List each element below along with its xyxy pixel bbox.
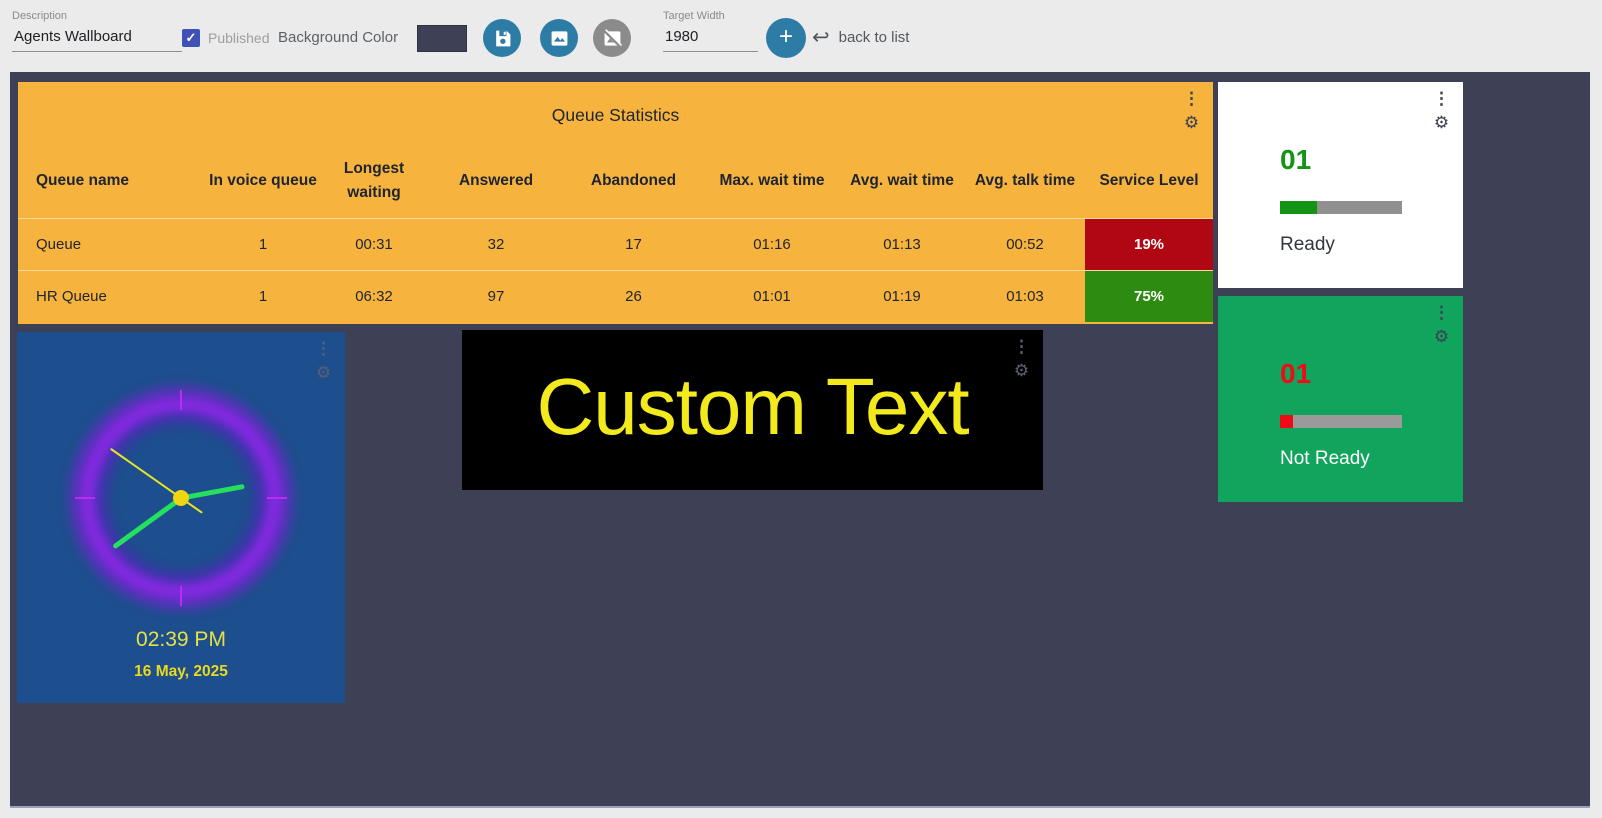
column-header: Longest waiting [343,159,405,201]
column-header: Abandoned [590,171,677,189]
published-checkbox[interactable]: ✓ Published [182,29,270,47]
cell: 01:03 [1006,288,1044,305]
ready-label: Ready [1280,234,1335,255]
not-ready-bar-fill [1280,415,1294,428]
clock-tick-6 [180,586,182,606]
custom-text-widget[interactable]: ⋮ ⚙ Custom Text [462,330,1043,490]
kebab-menu-icon[interactable]: ⋮ [1433,89,1450,108]
add-widget-button[interactable]: + [766,18,806,58]
clock-date: 16 May, 2025 [134,663,228,680]
return-arrow-icon: ↩ [812,26,830,49]
queue-table-title: Queue Statistics [551,104,680,125]
cell-queue-name: Queue [36,236,82,253]
image-off-icon [602,28,622,48]
gear-icon[interactable]: ⚙ [315,363,332,382]
gear-icon[interactable]: ⚙ [1183,113,1200,132]
cell: 01:01 [753,288,791,305]
remove-background-image-button[interactable] [593,19,631,57]
queue-table-widget[interactable]: ⋮ ⚙ Queue Statistics Queue name In voice… [18,82,1213,324]
background-color-label: Background Color [278,29,399,46]
description-input[interactable] [12,26,182,52]
ready-bar-fill [1280,201,1317,214]
checkbox-check-icon[interactable]: ✓ [182,29,200,47]
not-ready-bar-track [1280,415,1402,428]
back-to-list-link[interactable]: ↩ back to list [812,27,909,48]
not-ready-widget[interactable]: ⋮ ⚙ 01 Not Ready [1218,296,1463,502]
table-row: Queue 1 00:31 32 17 01:16 01:13 00:52 19… [18,218,1213,270]
target-width-input[interactable] [663,26,758,52]
column-header: Queue name [36,171,130,189]
kebab-menu-icon[interactable]: ⋮ [1013,337,1030,356]
kebab-menu-icon[interactable]: ⋮ [1183,89,1200,108]
clock-widget[interactable]: ⋮ ⚙ 02:39 PM 16 May, 2025 [17,332,345,703]
queue-table-header: Queue name In voice queue Longest waitin… [18,144,1213,218]
ready-widget[interactable]: ⋮ ⚙ 01 Ready [1218,82,1463,288]
table-row: HR Queue 1 06:32 97 26 01:01 01:19 01:03… [18,270,1213,322]
save-button[interactable] [483,19,521,57]
cell: 00:31 [355,236,393,253]
not-ready-count: 01 [1280,358,1312,389]
cell: 1 [258,236,268,253]
clock-time: 02:39 PM [136,628,226,651]
not-ready-controls: ⋮ ⚙ [1433,304,1450,345]
column-header: Max. wait time [719,171,825,189]
service-level-badge: 19% [1085,219,1213,270]
gear-icon[interactable]: ⚙ [1013,361,1030,380]
cell: 32 [487,236,505,253]
cell: 26 [625,288,642,305]
published-label: Published [208,30,270,46]
ready-bar-track [1280,201,1402,214]
service-level-badge: 75% [1085,271,1213,322]
description-label: Description [12,10,68,22]
cell: 17 [625,236,642,253]
gear-icon[interactable]: ⚙ [1433,113,1450,132]
target-width-label: Target Width [663,10,725,22]
cell: 01:16 [753,236,791,253]
column-header: Avg. wait time [850,171,954,189]
cell: 97 [487,288,505,305]
column-header: Avg. talk time [974,171,1076,189]
ready-controls: ⋮ ⚙ [1433,90,1450,131]
cell: 1 [258,288,268,305]
not-ready-label: Not Ready [1280,448,1370,469]
cell-queue-name: HR Queue [36,288,107,305]
ready-count: 01 [1280,144,1312,175]
clock-controls: ⋮ ⚙ [315,340,332,381]
custom-text-controls: ⋮ ⚙ [1013,338,1030,379]
background-image-button[interactable] [540,19,578,57]
queue-table-controls: ⋮ ⚙ [1183,90,1200,131]
toolbar: Description ✓ Published Background Color… [0,0,1602,72]
custom-text-value: Custom Text [536,362,969,451]
clock-tick-9 [75,497,95,499]
cell: 01:13 [883,236,921,253]
gear-icon[interactable]: ⚙ [1433,327,1450,346]
clock-center-dot [173,490,189,506]
cell: 00:52 [1006,236,1044,253]
plus-icon: + [778,22,793,50]
save-icon [495,30,510,46]
column-header: In voice queue [209,171,317,189]
wallboard-canvas[interactable]: ⋮ ⚙ Queue Statistics Queue name In voice… [10,72,1590,808]
kebab-menu-icon[interactable]: ⋮ [315,339,332,358]
clock-tick-12 [180,390,182,410]
kebab-menu-icon[interactable]: ⋮ [1433,303,1450,322]
back-to-list-label: back to list [838,29,910,46]
cell: 06:32 [355,288,393,305]
column-header: Answered [458,171,534,189]
image-icon [551,30,567,46]
background-color-swatch[interactable] [417,25,467,52]
column-header: Service Level [1099,171,1199,189]
clock-tick-3 [267,497,287,499]
cell: 01:19 [883,288,921,305]
